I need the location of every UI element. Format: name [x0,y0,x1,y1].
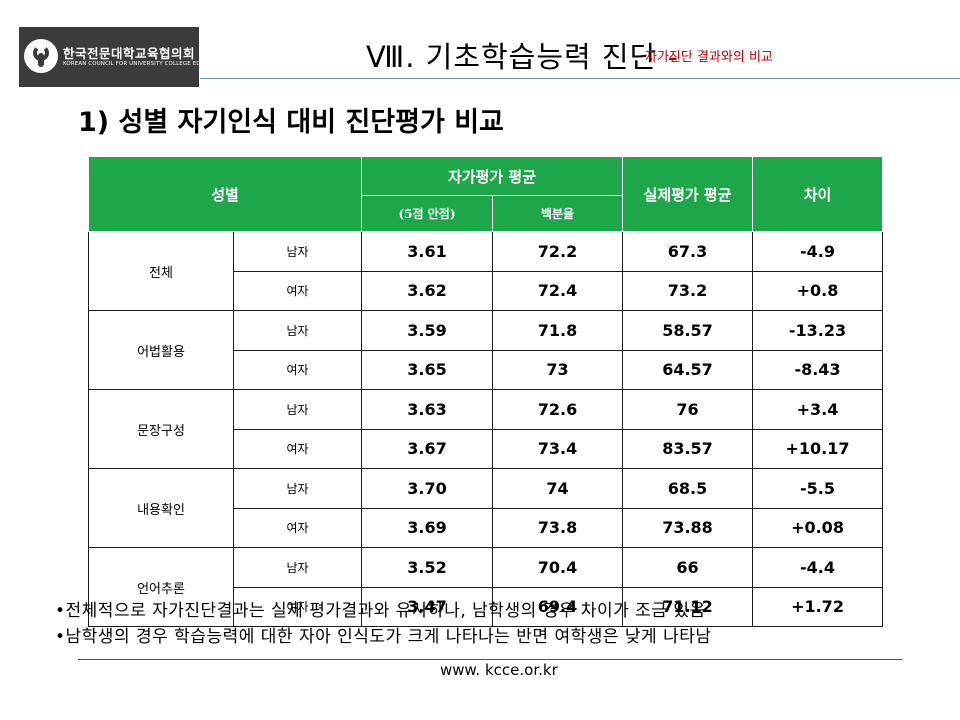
header-actual-evaluation: 실제평가 평균 [622,156,754,232]
organization-logo: 한국전문대학교육협의회 KOREAN COUNCIL FOR UNIVERSIT… [19,27,226,87]
category-cell: 전체 [88,231,234,311]
emblem-icon [24,39,58,73]
self-percent-cell: 71.8 [492,310,624,351]
actual-score-cell: 68.5 [622,468,754,509]
difference-cell: +0.08 [752,507,884,548]
gender-cell: 남자 [232,231,363,272]
self-score-cell: 3.47 [361,586,494,627]
self-percent-cell: 70.4 [492,547,624,588]
section-subtitle: 자가진단 결과와의 비교 [645,50,773,65]
category-cell: 어법활용 [88,310,234,390]
category-cell: 내용확인 [88,468,234,548]
actual-score-cell: 67.3 [622,231,754,272]
header-divider [200,78,960,79]
actual-score-cell: 64.57 [622,349,754,390]
difference-cell: -4.4 [752,547,884,588]
comparison-table: 성별 자가평가 평균 실제평가 평균 차이 (5점 만점) 백분율 전체 남자 3.… [87,156,884,627]
gender-cell: 남자 [232,389,363,430]
self-score-cell: 3.61 [361,231,494,272]
table-row: 여자 3.62 72.4 73.2 +0.8 [89,270,884,311]
self-percent-cell: 69.4 [492,586,624,627]
gender-cell: 남자 [232,310,363,351]
header-self-score: (5점 만점) [361,195,494,232]
gender-cell: 남자 [232,468,363,509]
self-percent-cell: 73 [492,349,624,390]
table-row: 언어추론 남자 3.52 70.4 66 -4.4 [88,547,884,627]
difference-cell: -13.23 [752,310,884,351]
logo-name-korean: 한국전문대학교육협의회 [63,46,196,61]
self-score-cell: 3.62 [361,270,494,311]
footer-divider [78,659,902,660]
actual-score-cell: 58.57 [622,310,754,351]
actual-score-cell: 73.88 [622,507,754,548]
gender-cell: 여자 [232,349,363,390]
header-gender: 성별 [87,156,363,232]
summary-bullet: •남학생의 경우 학습능력에 대한 자아 인식도가 크게 나타나는 반면 여학생… [55,627,712,647]
difference-cell: -8.43 [752,349,884,390]
gender-cell: 남자 [232,547,363,588]
table-row: 여자 3.47 69.4 71.12 +1.72 [89,586,884,627]
section-dash: - [667,40,679,74]
actual-score-cell: 73.2 [622,270,754,311]
category-cell: 언어추론 [88,547,234,627]
self-percent-cell: 74 [492,468,624,509]
logo-name-english: KOREAN COUNCIL FOR UNIVERSITY COLLEGE ED… [63,61,226,67]
self-score-cell: 3.52 [361,547,494,588]
header-self-percent: 백분율 [492,195,624,232]
gender-cell: 여자 [232,586,363,627]
actual-score-cell: 66 [622,547,754,588]
difference-cell: +0.8 [752,270,884,311]
summary-bullets: •전체적으로 자가진단결과는 실제 평가결과와 유사하나, 남학생의 경우 차이… [55,598,712,650]
summary-bullet: •전체적으로 자가진단결과는 실제 평가결과와 유사하나, 남학생의 경우 차이… [55,601,706,621]
footer-url: www. kcce.or.kr [440,661,558,679]
table-row: 여자 3.65 73 64.57 -8.43 [89,349,884,390]
self-percent-cell: 73.4 [492,428,624,469]
table-row: 내용확인 남자 3.70 74 68.5 -5.5 [88,468,884,548]
self-percent-cell: 72.4 [492,270,624,311]
self-score-cell: 3.67 [361,428,494,469]
self-score-cell: 3.70 [361,468,494,509]
header-difference: 차이 [752,156,884,232]
gender-cell: 여자 [232,428,363,469]
actual-score-cell: 76 [622,389,754,430]
self-score-cell: 3.63 [361,389,494,430]
difference-cell: -4.9 [752,231,884,272]
self-score-cell: 3.65 [361,349,494,390]
page-heading: 1) 성별 자기인식 대비 진단평가 비교 [78,107,504,138]
self-percent-cell: 73.8 [492,507,624,548]
section-title: Ⅷ. 기초학습능력 진단 - [366,34,679,76]
actual-score-cell: 83.57 [622,428,754,469]
category-cell: 문장구성 [88,389,234,469]
difference-cell: +1.72 [752,586,884,627]
difference-cell: -5.5 [752,468,884,509]
self-percent-cell: 72.6 [492,389,624,430]
table-row: 여자 3.67 73.4 83.57 +10.17 [89,428,884,469]
header-self-evaluation: 자가평가 평균 [361,156,624,196]
difference-cell: +10.17 [752,428,884,469]
self-score-cell: 3.59 [361,310,494,351]
self-percent-cell: 72.2 [492,231,624,272]
self-score-cell: 3.69 [361,507,494,548]
table-row: 전체 남자 3.61 72.2 67.3 -4.9 [88,231,884,311]
table-row: 문장구성 남자 3.63 72.6 76 +3.4 [88,389,884,469]
actual-score-cell: 71.12 [622,586,754,627]
table-row: 어법활용 남자 3.59 71.8 58.57 -13.23 [88,310,884,390]
section-name: Ⅷ. 기초학습능력 진단 [366,40,658,74]
difference-cell: +3.4 [752,389,884,430]
gender-cell: 여자 [232,507,363,548]
gender-cell: 여자 [232,270,363,311]
